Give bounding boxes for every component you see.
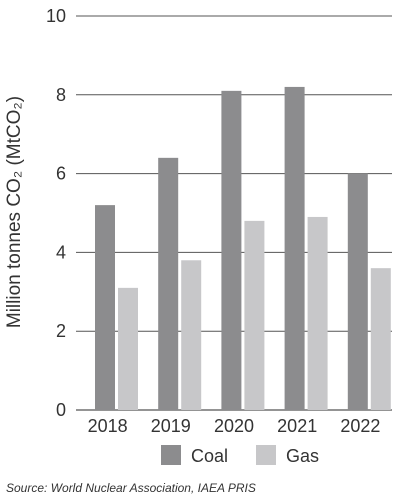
bar-gas-2022 bbox=[370, 268, 391, 410]
y-axis-title: Million tonnes CO₂ (MtCO₂) bbox=[4, 96, 25, 328]
bar-gas-2021 bbox=[307, 216, 328, 410]
x-tick-label: 2019 bbox=[151, 416, 191, 436]
bar-gas-2018 bbox=[118, 287, 138, 410]
x-tick-label: 2022 bbox=[340, 416, 380, 436]
y-tick-label: 8 bbox=[56, 85, 66, 105]
y-tick-labels: 0 2 4 6 8 10 bbox=[46, 6, 66, 420]
x-tick-label: 2020 bbox=[214, 416, 254, 436]
bars bbox=[95, 86, 391, 411]
bar-coal-2021 bbox=[284, 86, 305, 411]
bar-gas-2019 bbox=[181, 260, 202, 410]
bar-coal-2019 bbox=[158, 157, 179, 410]
legend-swatch-gas bbox=[256, 445, 276, 465]
legend-swatch-coal bbox=[161, 445, 181, 465]
legend-label-gas: Gas bbox=[286, 446, 319, 466]
y-tick-label: 6 bbox=[56, 164, 66, 184]
bar-coal-2022 bbox=[347, 173, 368, 410]
y-tick-label: 10 bbox=[46, 6, 66, 26]
source-note: Source: World Nuclear Association, IAEA … bbox=[6, 481, 256, 495]
bar-coal-2020 bbox=[221, 90, 242, 411]
y-tick-label: 4 bbox=[56, 242, 66, 262]
y-tick-label: 2 bbox=[56, 321, 66, 341]
x-tick-labels: 2018 2019 2020 2021 2022 bbox=[88, 416, 381, 436]
legend-label-coal: Coal bbox=[191, 446, 228, 466]
legend: Coal Gas bbox=[161, 445, 319, 466]
y-tick-label: 0 bbox=[56, 400, 66, 420]
x-tick-label: 2018 bbox=[88, 416, 128, 436]
x-tick-label: 2021 bbox=[277, 416, 317, 436]
bar-coal-2018 bbox=[95, 205, 115, 410]
bar-gas-2020 bbox=[244, 220, 265, 410]
